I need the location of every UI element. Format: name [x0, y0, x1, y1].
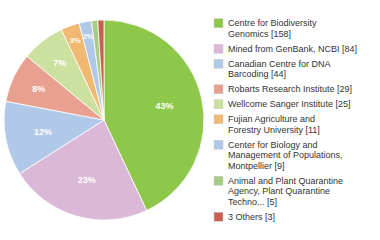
legend-label: Canadian Centre for DNABarcoding [44] [228, 59, 331, 80]
pie-slice [98, 20, 104, 120]
legend-label-line: Fujian Agriculture and [228, 114, 315, 124]
legend-label: Mined from GenBank, NCBI [84] [228, 44, 357, 54]
legend-label-line: Forestry University [11] [228, 125, 320, 135]
legend-label: Robarts Research Institute [29] [228, 84, 352, 94]
pie-slice [20, 120, 147, 220]
legend-label-line: Animal and Plant Quarantine [228, 176, 343, 186]
legend-label: Center for Biology andManagement of Popu… [228, 140, 343, 171]
slice-label: 8% [32, 84, 45, 94]
legend-swatch [214, 176, 223, 185]
legend-label-line: Robarts Research Institute [29] [228, 84, 352, 94]
legend-label-line: Montpellier [9] [228, 161, 285, 171]
legend-label-line: Mined from GenBank, NCBI [84] [228, 44, 357, 54]
legend-label-line: Center for Biology and [228, 140, 318, 150]
legend-label: Centre for BiodiversityGenomics [158] [228, 18, 317, 38]
legend-label: Animal and Plant QuarantineAgency, Plant… [228, 176, 343, 207]
legend-label-line: Wellcome Sanger Institute [25] [228, 99, 350, 109]
legend-swatch [214, 59, 223, 68]
chart-container: 43% 23% 12% 8% 7% 3%2% Centre for Biodiversity… [0, 0, 380, 240]
slice-label: 23% [78, 175, 96, 185]
legend: Centre for BiodiversityGenomics [158] Min… [214, 18, 357, 222]
legend-label: Fujian Agriculture andForestry Universit… [228, 114, 320, 135]
legend-label-line: Centre for Biodiversity [228, 18, 317, 28]
legend-label-line: 3 Others [3] [228, 212, 275, 222]
chart: 43% 23% 12% 8% 7% 3%2% Centre for Biodiversity… [0, 0, 380, 240]
legend-swatch [214, 115, 223, 124]
legend-swatch [214, 140, 223, 149]
legend-swatch [214, 212, 223, 221]
slice-label: 3% [70, 36, 81, 45]
pie-slice [79, 21, 104, 120]
legend-label-line: Genomics [158] [228, 29, 291, 39]
slice-labels: 43% 23% 12% 8% 7% 3%2% [32, 32, 173, 185]
legend-swatch [214, 44, 223, 53]
legend-label: 3 Others [3] [228, 212, 275, 222]
legend-swatch [214, 19, 223, 28]
legend-swatch [214, 85, 223, 94]
legend-label: Wellcome Sanger Institute [25] [228, 99, 350, 109]
slice-label: 12% [34, 127, 52, 137]
legend-label-line: Barcoding [44] [228, 69, 286, 79]
legend-label-line: Techno... [5] [228, 197, 277, 207]
slice-label: 2% [83, 32, 94, 41]
pie [4, 20, 204, 220]
legend-label-line: Agency, Plant Quarantine [228, 186, 330, 196]
legend-label-line: Management of Populations, [228, 150, 343, 160]
legend-label-line: Canadian Centre for DNA [228, 59, 331, 69]
slice-label: 43% [156, 101, 174, 111]
legend-swatch [214, 100, 223, 109]
slice-label: 7% [53, 58, 66, 68]
